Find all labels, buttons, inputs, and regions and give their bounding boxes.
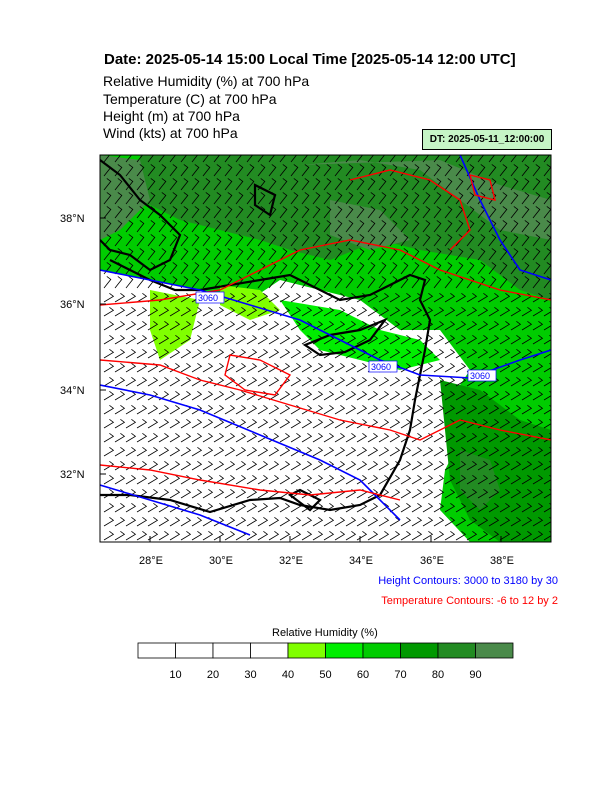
- colorbar-tick: 20: [207, 669, 219, 681]
- colorbar-title: Relative Humidity (%): [272, 627, 378, 639]
- height-contours-legend: Height Contours: 3000 to 3180 by 30: [378, 575, 558, 587]
- dt-badge: DT: 2025-05-11_12:00:00: [422, 129, 552, 150]
- colorbar-tick: 60: [357, 669, 369, 681]
- colorbar-swatch: [325, 642, 364, 659]
- colorbar-swatch: [250, 642, 289, 659]
- height-label: 3060: [371, 362, 391, 372]
- lat-label: 38°N: [60, 213, 85, 225]
- temperature-contours-legend: Temperature Contours: -6 to 12 by 2: [381, 595, 558, 607]
- colorbar-swatch: [175, 642, 214, 659]
- humidity-shading: [100, 155, 551, 542]
- lat-label: 36°N: [60, 299, 85, 311]
- lat-label: 34°N: [60, 385, 85, 397]
- lat-label: 32°N: [60, 469, 85, 481]
- colorbar-swatch: [362, 642, 401, 659]
- field-line-height: Height (m) at 700 hPa: [103, 108, 240, 124]
- colorbar-swatch: [400, 642, 439, 659]
- height-label: 3060: [470, 371, 490, 381]
- colorbar-tick: 70: [394, 669, 406, 681]
- field-line-rh: Relative Humidity (%) at 700 hPa: [103, 73, 310, 89]
- map-title: Date: 2025-05-14 15:00 Local Time [2025-…: [104, 51, 516, 68]
- lon-label: 28°E: [139, 555, 163, 567]
- map-plot-area: 3060 3060 3060: [100, 155, 551, 542]
- colorbar-tick: 40: [282, 669, 294, 681]
- field-line-temperature: Temperature (C) at 700 hPa: [103, 91, 277, 107]
- colorbar: 10 20 30 40 50 60 70 80 90: [137, 642, 514, 681]
- colorbar-tick: 30: [244, 669, 256, 681]
- lon-label: 32°E: [279, 555, 303, 567]
- colorbar-tick: 10: [169, 669, 181, 681]
- colorbar-swatch: [475, 642, 514, 659]
- height-labels: 3060 3060 3060: [195, 291, 497, 382]
- lon-label: 38°E: [490, 555, 514, 567]
- colorbar-swatch: [137, 642, 176, 659]
- colorbar-tick: 80: [432, 669, 444, 681]
- colorbar-swatch: [437, 642, 476, 659]
- axis-ticks: [100, 217, 502, 542]
- lon-label: 34°E: [349, 555, 373, 567]
- lon-label: 36°E: [420, 555, 444, 567]
- height-label: 3060: [198, 293, 218, 303]
- colorbar-swatch: [212, 642, 251, 659]
- field-line-wind: Wind (kts) at 700 hPa: [103, 125, 238, 141]
- colorbar-swatch: [287, 642, 326, 659]
- temperature-contours: [100, 169, 551, 501]
- colorbar-tick: 50: [319, 669, 331, 681]
- lon-label: 30°E: [209, 555, 233, 567]
- colorbar-tick: 90: [469, 669, 481, 681]
